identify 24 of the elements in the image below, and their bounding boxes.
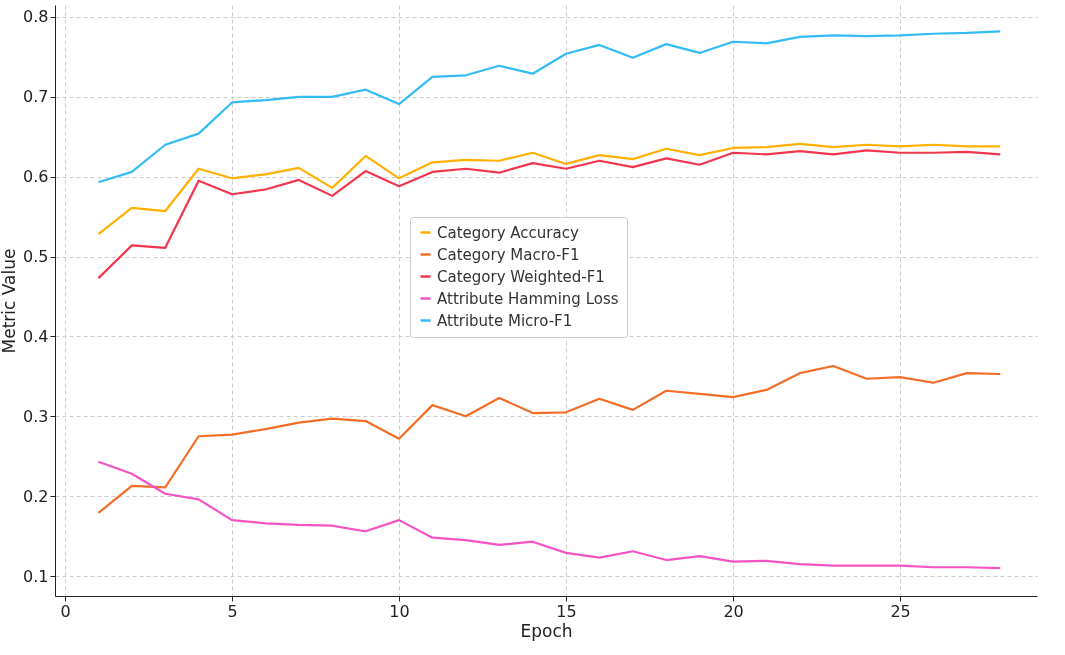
line-series	[97, 460, 1002, 570]
y-axis-title: Metric Value	[0, 248, 20, 354]
y-tick-label: 0.4	[23, 326, 49, 346]
x-tick-label: 10	[389, 601, 410, 621]
x-tick-label: 20	[723, 601, 744, 621]
x-tick-label: 25	[890, 601, 911, 621]
x-tick-label: 15	[556, 601, 577, 621]
legend-label: Category Macro-F1	[437, 245, 580, 264]
legend-label: Attribute Hamming Loss	[437, 289, 619, 308]
line-series	[97, 364, 1002, 515]
legend-label: Category Weighted-F1	[437, 267, 605, 286]
y-tick-label: 0.7	[23, 87, 49, 107]
y-tick-label: 0.2	[23, 486, 49, 506]
legend-label: Attribute Micro-F1	[437, 311, 573, 330]
y-tick-label: 0.8	[23, 7, 49, 27]
y-tick-label: 0.1	[23, 566, 49, 586]
y-tick-label: 0.6	[23, 167, 49, 187]
x-axis-title: Epoch	[520, 620, 573, 641]
y-tick-label: 0.5	[23, 247, 49, 267]
y-tick-label: 0.3	[23, 406, 49, 426]
line-series	[97, 30, 1002, 184]
x-tick-label: 5	[227, 601, 238, 621]
legend-label: Category Accuracy	[437, 223, 579, 242]
x-tick-label: 0	[60, 601, 71, 621]
